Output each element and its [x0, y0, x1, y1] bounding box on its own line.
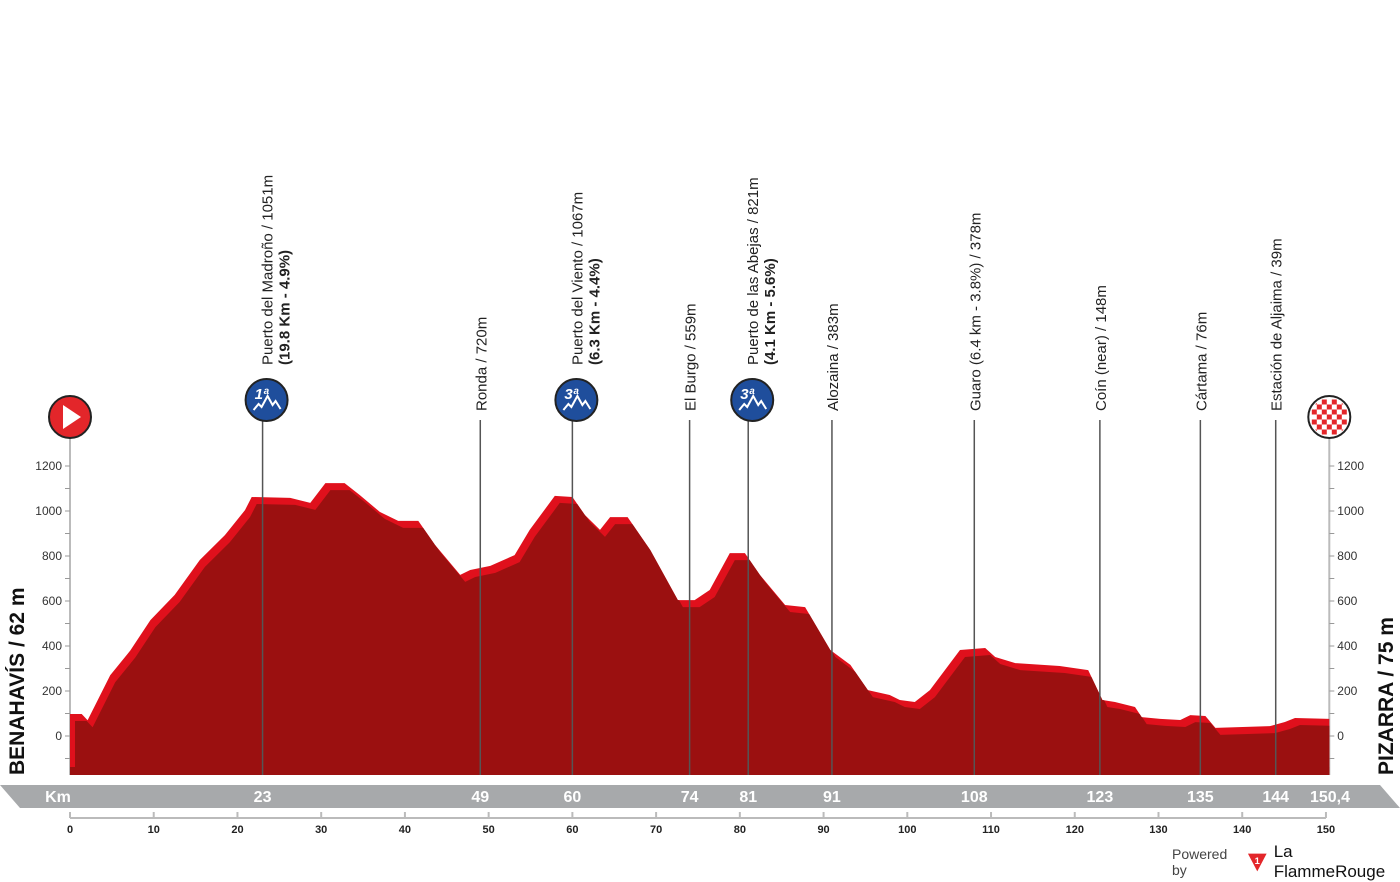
climb-category: 3ª	[564, 386, 578, 403]
waypoint-km: 60	[563, 789, 581, 806]
waypoint-label: El Burgo / 559m	[683, 303, 700, 411]
climb-category: 1ª	[255, 386, 269, 403]
climb-category: 3ª	[740, 386, 754, 403]
y-tick-label: 600	[42, 594, 62, 608]
climb-detail: (4.1 Km - 5.6%)	[762, 258, 779, 365]
x-tick-label: 60	[566, 824, 578, 836]
checkered-flag-icon	[1311, 399, 1347, 435]
waypoint-km: 49	[471, 789, 489, 806]
y-tick-label-right: 600	[1337, 594, 1357, 608]
x-tick-label: 130	[1149, 824, 1167, 836]
x-tick-label: 10	[148, 824, 160, 836]
waypoint-km: 74	[681, 789, 699, 806]
climb-detail: (6.3 Km - 4.4%)	[586, 258, 603, 365]
x-tick-label: 70	[650, 824, 662, 836]
y-tick-label-right: 400	[1337, 639, 1357, 653]
x-tick-label: 50	[483, 824, 495, 836]
profile-body-group	[70, 490, 1330, 775]
waypoint-km: 123	[1087, 789, 1114, 806]
waypoint-label: Estación de Aljaima / 39m	[1269, 238, 1286, 411]
mountain-icon	[562, 393, 592, 411]
x-tick-label: 0	[67, 824, 73, 836]
waypoint-label: Guaro (6.4 km - 3.8%) / 378m	[967, 213, 984, 411]
x-tick-label: 140	[1233, 824, 1251, 836]
waypoint-km: 135	[1187, 789, 1214, 806]
y-tick-label-right: 800	[1337, 549, 1357, 563]
waypoint-km: 144	[1262, 789, 1289, 806]
y-tick-label-right: 200	[1337, 684, 1357, 698]
y-tick-label: 800	[42, 549, 62, 563]
climb-label: Puerto del Madroño / 1051m	[260, 175, 277, 365]
powered-by-text: Powered by	[1172, 846, 1228, 878]
y-tick-label-right: 1200	[1337, 459, 1364, 473]
mountain-icon	[738, 393, 768, 411]
y-tick-label-right: 0	[1337, 729, 1344, 743]
x-tick-label: 90	[817, 824, 829, 836]
climb-label: Puerto del Viento / 1067m	[569, 192, 586, 365]
y-tick-label: 1200	[35, 459, 62, 473]
climb-category-badge	[554, 378, 599, 422]
y-tick-label: 200	[42, 684, 62, 698]
y-tick-label: 1000	[35, 504, 62, 518]
x-tick-label: 20	[231, 824, 243, 836]
km-bar	[0, 785, 1400, 808]
profile-base	[70, 767, 1330, 775]
climb-category-badge	[730, 378, 775, 422]
x-tick-label: 80	[734, 824, 746, 836]
mountain-icon	[252, 393, 282, 411]
finish-location: PIZARRA / 75 m	[1375, 617, 1398, 775]
x-tick-label: 30	[315, 824, 327, 836]
waypoint-km: 91	[823, 789, 841, 806]
climb-detail: (19.8 Km - 4.9%)	[277, 250, 294, 365]
start-location: BENAHAVÍS / 62 m	[6, 588, 29, 776]
waypoint-km: 23	[254, 789, 272, 806]
svg-text:1: 1	[1255, 856, 1260, 866]
y-tick-label: 400	[42, 639, 62, 653]
waypoint-km: 81	[739, 789, 757, 806]
climb-category-badge	[244, 378, 289, 422]
waypoint-label: Alozaina / 383m	[825, 303, 842, 411]
y-tick-label: 0	[55, 729, 62, 743]
y-tick-label-right: 1000	[1337, 504, 1364, 518]
x-tick-label: 40	[399, 824, 411, 836]
x-tick-label: 100	[898, 824, 916, 836]
km-bar-label: Km	[45, 789, 71, 806]
x-tick-label: 150	[1317, 824, 1335, 836]
brand-name: La FlammeRouge	[1273, 842, 1386, 881]
waypoint-label: Ronda / 720m	[473, 317, 490, 411]
profile-body	[75, 490, 1330, 775]
total-distance: 150,4	[1310, 789, 1350, 806]
climb-label: Puerto de las Abejas / 821m	[745, 177, 762, 365]
waypoint-label: Coín (near) / 148m	[1093, 285, 1110, 411]
waypoint-label: Cártama / 76m	[1193, 312, 1210, 411]
footer: Powered by 1 La FlammeRouge	[1172, 842, 1400, 882]
play-icon	[63, 405, 81, 429]
flamme-rouge-logo-icon: 1	[1248, 853, 1267, 872]
x-tick-label: 120	[1066, 824, 1084, 836]
waypoint-km: 108	[961, 789, 988, 806]
x-tick-label: 110	[982, 824, 1000, 836]
